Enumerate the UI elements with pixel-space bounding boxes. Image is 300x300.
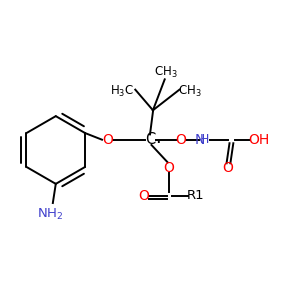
- Text: OH: OH: [248, 133, 270, 147]
- Text: CH$_3$: CH$_3$: [178, 84, 202, 99]
- Text: C: C: [145, 132, 155, 147]
- Text: O: O: [223, 161, 233, 175]
- Text: H$_3$C: H$_3$C: [110, 84, 134, 99]
- Text: NH$_2$: NH$_2$: [37, 207, 63, 222]
- Text: R1: R1: [187, 189, 205, 202]
- Text: O: O: [176, 133, 186, 147]
- Text: O: O: [164, 161, 175, 175]
- Text: N: N: [194, 133, 205, 147]
- Text: O: O: [139, 189, 149, 202]
- Text: ·: ·: [155, 134, 161, 152]
- Text: H: H: [200, 133, 209, 146]
- Text: O: O: [102, 133, 113, 147]
- Text: CH$_3$: CH$_3$: [154, 64, 178, 80]
